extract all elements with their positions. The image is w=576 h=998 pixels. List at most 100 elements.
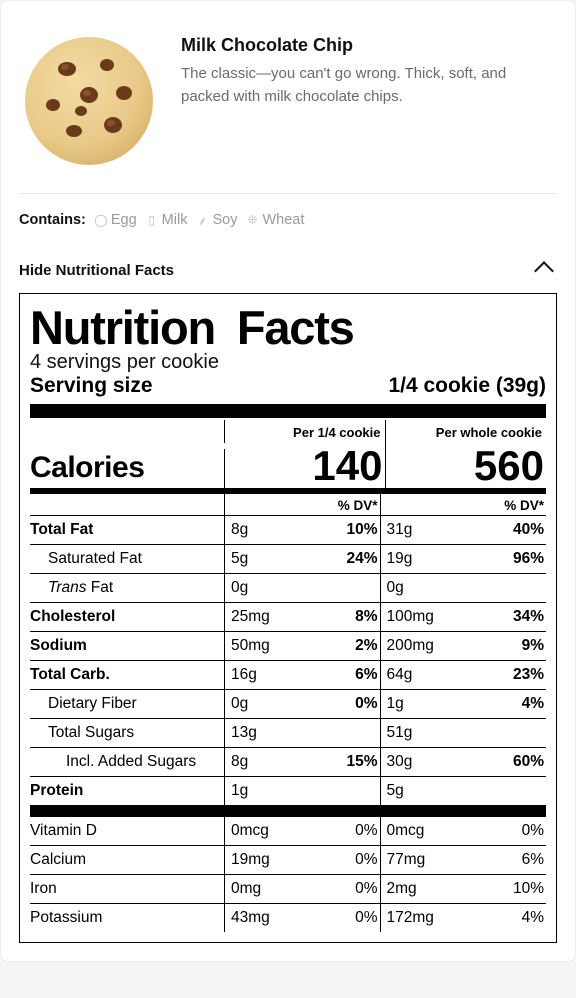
toggle-nutrition[interactable]: Hide Nutritional Facts xyxy=(19,258,557,293)
nutrient-row: Protein1g 5g xyxy=(30,776,546,805)
nutrient-label: Dietary Fiber xyxy=(30,690,225,718)
allergen-name: Egg xyxy=(111,212,137,228)
nutrient-amount-c2: 1g xyxy=(381,690,443,718)
wheat-icon: ❊ xyxy=(245,213,259,227)
nutrient-amount-c1: 5g xyxy=(225,545,277,573)
nutrient-row: Cholesterol25mg8%100mg34% xyxy=(30,602,546,631)
product-header: Milk Chocolate Chip The classic—you can'… xyxy=(19,1,557,194)
calories-per-serving: 140 xyxy=(225,443,386,488)
nutrient-amount-c1: 25mg xyxy=(225,603,277,631)
nutrient-dv-c1 xyxy=(277,719,381,747)
nutrient-dv-c1: 0% xyxy=(277,690,381,718)
nutrient-amount-c1: 13g xyxy=(225,719,277,747)
vitamin-label: Potassium xyxy=(30,904,225,932)
product-description: The classic—you can't go wrong. Thick, s… xyxy=(181,62,557,109)
nutrient-dv-c2: 34% xyxy=(443,603,547,631)
vitamin-amount-c2: 77mg xyxy=(381,846,443,874)
allergen-item: ❊Wheat xyxy=(245,212,304,228)
nutrient-dv-c2: 4% xyxy=(443,690,547,718)
nutrient-label: Total Sugars xyxy=(30,719,225,747)
nutrient-row: Total Carb.16g6%64g23% xyxy=(30,660,546,689)
nutrient-dv-c1: 8% xyxy=(277,603,381,631)
nutrient-label: Protein xyxy=(30,777,225,805)
vitamin-amount-c1: 0mcg xyxy=(225,817,277,845)
vitamin-dv-c2: 4% xyxy=(443,904,547,932)
nutrient-dv-c1 xyxy=(277,574,381,602)
nutrient-dv-c1: 24% xyxy=(277,545,381,573)
vitamin-label: Vitamin D xyxy=(30,817,225,845)
product-text: Milk Chocolate Chip The classic—you can'… xyxy=(181,31,557,171)
dv-header: % DV* % DV* xyxy=(30,494,546,515)
nutrient-row: Total Fat8g10%31g40% xyxy=(30,515,546,544)
nutrient-amount-c1: 0g xyxy=(225,690,277,718)
vitamin-dv-c2: 0% xyxy=(443,817,547,845)
nutrient-amount-c2: 5g xyxy=(381,777,443,805)
vitamin-row: Potassium43mg0%172mg4% xyxy=(30,903,546,932)
allergen-item: ▯Milk xyxy=(145,212,188,228)
nutrient-dv-c2: 60% xyxy=(443,748,547,776)
contains-row: Contains: ◯Egg ▯Milk ⸙Soy ❊Wheat xyxy=(19,194,557,258)
vitamin-amount-c1: 19mg xyxy=(225,846,277,874)
nutrient-row: Incl. Added Sugars8g15%30g60% xyxy=(30,747,546,776)
nutrient-label: Cholesterol xyxy=(30,603,225,631)
allergen-name: Wheat xyxy=(262,212,304,228)
chevron-up-icon xyxy=(534,261,554,281)
allergen-item: ◯Egg xyxy=(94,212,137,228)
nutrient-row: Trans Fat0g0g xyxy=(30,573,546,602)
nutrient-amount-c1: 50mg xyxy=(225,632,277,660)
nutrient-label: Sodium xyxy=(30,632,225,660)
calories-per-whole: 560 xyxy=(386,443,547,488)
per-column-headers: Per 1/4 cookie Per whole cookie xyxy=(30,420,546,443)
nutrient-dv-c1: 2% xyxy=(277,632,381,660)
thick-rule xyxy=(30,404,546,418)
soy-icon: ⸙ xyxy=(195,213,209,227)
nutrient-label: Total Fat xyxy=(30,516,225,544)
dv-label-c2: % DV* xyxy=(443,494,547,515)
serving-size-label: Serving size xyxy=(30,374,153,398)
nutrient-label: Trans Fat xyxy=(30,574,225,602)
vitamin-row: Iron0mg0%2mg10% xyxy=(30,874,546,903)
product-title: Milk Chocolate Chip xyxy=(181,35,557,56)
allergen-item: ⸙Soy xyxy=(195,212,237,228)
nutrient-amount-c2: 200mg xyxy=(381,632,443,660)
calories-label: Calories xyxy=(30,449,225,488)
contains-label: Contains: xyxy=(19,212,86,228)
nutrition-title: Nutrition Facts xyxy=(30,300,546,355)
vitamin-amount-c2: 2mg xyxy=(381,875,443,903)
nutrient-amount-c1: 16g xyxy=(225,661,277,689)
vitamin-label: Calcium xyxy=(30,846,225,874)
vitamin-dv-c2: 6% xyxy=(443,846,547,874)
per-serving-header: Per 1/4 cookie xyxy=(225,420,386,443)
nutrient-dv-c1: 15% xyxy=(277,748,381,776)
nutrient-row: Dietary Fiber0g0%1g4% xyxy=(30,689,546,718)
nutrient-label: Incl. Added Sugars xyxy=(30,748,225,776)
nutrient-dv-c2 xyxy=(443,719,547,747)
vitamin-label: Iron xyxy=(30,875,225,903)
vitamin-amount-c1: 43mg xyxy=(225,904,277,932)
nutrient-amount-c2: 31g xyxy=(381,516,443,544)
vitamin-dv-c2: 10% xyxy=(443,875,547,903)
nutrition-facts-panel: Nutrition Facts 4 servings per cookie Se… xyxy=(19,293,557,943)
nutrient-amount-c1: 1g xyxy=(225,777,277,805)
nutrient-amount-c1: 8g xyxy=(225,748,277,776)
allergen-name: Soy xyxy=(212,212,237,228)
nutrient-dv-c1: 10% xyxy=(277,516,381,544)
product-card: Milk Chocolate Chip The classic—you can'… xyxy=(0,0,576,962)
nutrient-label: Total Carb. xyxy=(30,661,225,689)
nutrient-amount-c1: 8g xyxy=(225,516,277,544)
vitamin-row: Vitamin D0mcg0%0mcg0% xyxy=(30,817,546,845)
nutrient-dv-c1 xyxy=(277,777,381,805)
toggle-label: Hide Nutritional Facts xyxy=(19,262,174,279)
vitamin-dv-c1: 0% xyxy=(277,904,381,932)
dv-label-c1: % DV* xyxy=(277,494,381,515)
allergen-name: Milk xyxy=(162,212,188,228)
egg-icon: ◯ xyxy=(94,213,108,227)
nutrient-amount-c2: 0g xyxy=(381,574,443,602)
vitamin-amount-c1: 0mg xyxy=(225,875,277,903)
nutrient-dv-c2 xyxy=(443,777,547,805)
vitamin-dv-c1: 0% xyxy=(277,846,381,874)
nutrient-dv-c2: 23% xyxy=(443,661,547,689)
per-whole-header: Per whole cookie xyxy=(386,420,547,443)
thick-rule-2 xyxy=(30,805,546,817)
nutrient-row: Saturated Fat5g24%19g96% xyxy=(30,544,546,573)
